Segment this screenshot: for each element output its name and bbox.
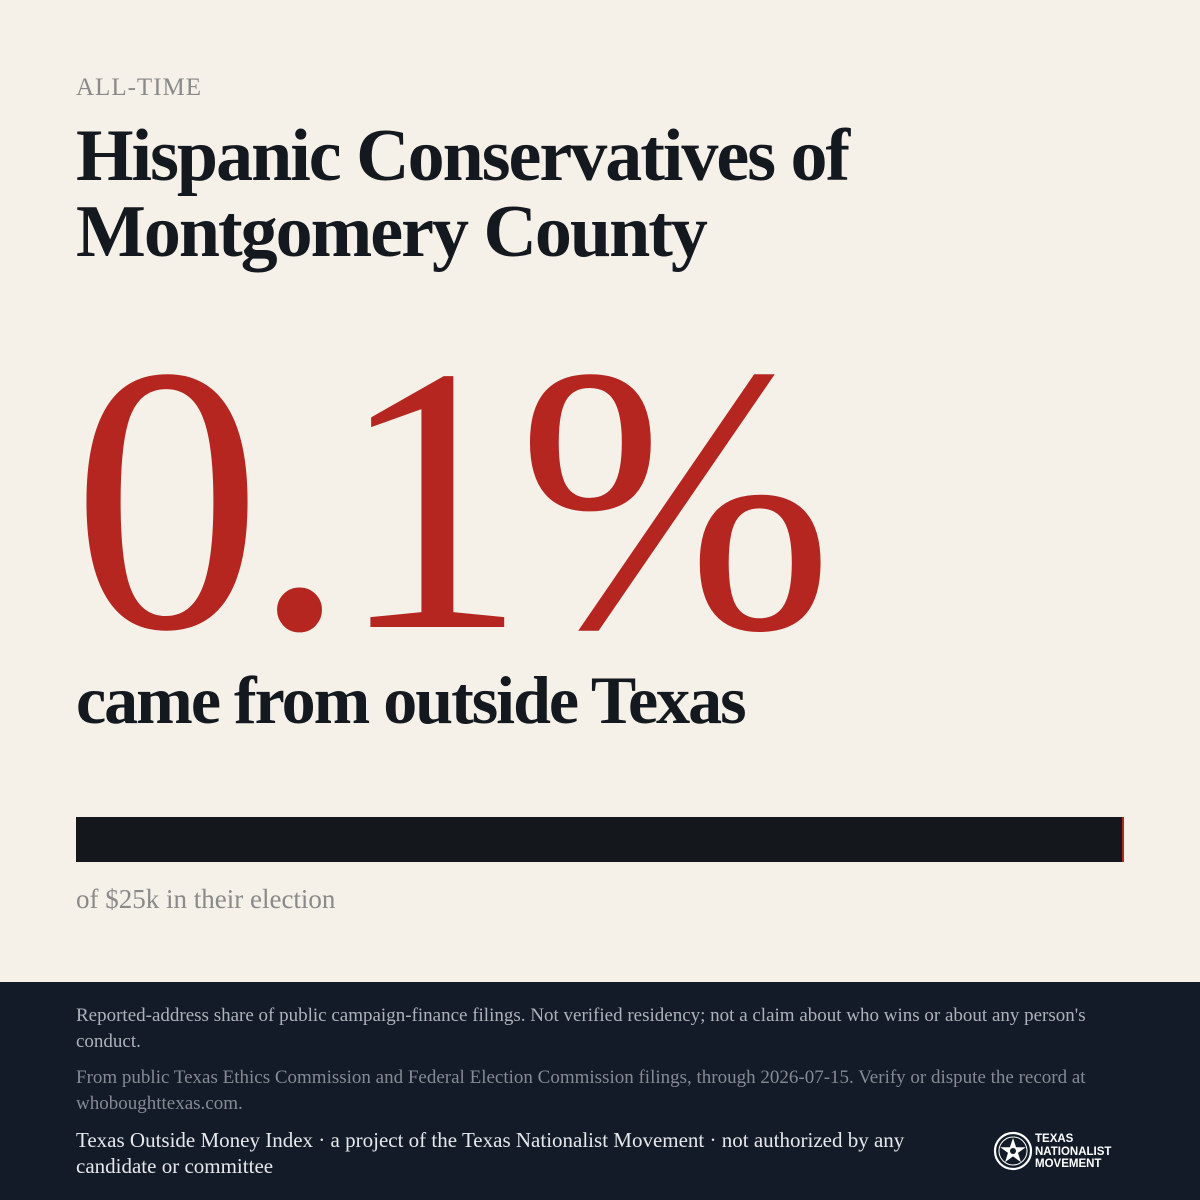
main-panel: ALL-TIME Hispanic Conservatives of Montg… (72, 74, 1124, 914)
time-range-label: ALL-TIME (76, 74, 203, 101)
stat-caption: came from outside Texas (76, 662, 747, 738)
share-bar (76, 817, 1124, 862)
logo-line-3: MOVEMENT (1035, 1158, 1102, 1170)
share-bar-fill (1122, 817, 1124, 862)
tnm-logo: TEXAS NATIONALIST MOVEMENT (993, 1131, 1128, 1173)
star-seal-icon (993, 1131, 1033, 1171)
logo-line-2: NATIONALIST (1035, 1145, 1112, 1158)
logo-wordmark: TEXAS NATIONALIST MOVEMENT (1035, 1133, 1111, 1171)
credit-text: Texas Outside Money Index · a project of… (76, 1128, 905, 1178)
source-text: From public Texas Ethics Commission and … (76, 1067, 1086, 1114)
share-bar-caption: of $25k in their election (76, 884, 336, 914)
page-title: Hispanic Conservatives of Montgomery Cou… (76, 115, 850, 273)
outside-share-stat: 0.1% (72, 289, 834, 710)
logo-line-1: TEXAS (1035, 1133, 1074, 1145)
disclaimer-text: Reported-address share of public campaig… (76, 1005, 1086, 1052)
